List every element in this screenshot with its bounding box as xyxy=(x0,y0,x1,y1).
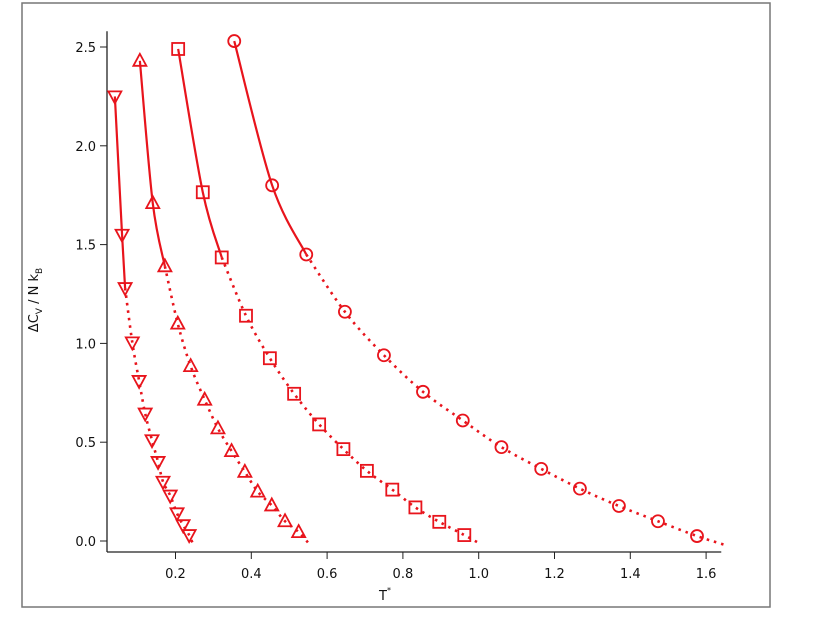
marker-triangle-up xyxy=(249,482,266,498)
marker-triangle-up xyxy=(236,462,253,478)
marker-square xyxy=(432,514,447,529)
marker-triangle-down xyxy=(124,336,141,352)
marker-circle xyxy=(227,34,242,48)
marker-square xyxy=(262,351,277,366)
x-tick-label: 1.6 xyxy=(696,567,717,582)
marker-circle xyxy=(534,461,549,476)
marker-triangle-up xyxy=(209,419,226,435)
y-tick-label: 2.0 xyxy=(75,140,96,155)
series-line-dotted xyxy=(163,266,312,546)
marker-triangle-up xyxy=(290,523,307,539)
x-tick-label: 0.6 xyxy=(317,567,338,582)
y-tick-label: 0.0 xyxy=(75,535,96,550)
marker-triangle-down xyxy=(106,90,123,106)
x-tick-label: 1.0 xyxy=(468,567,489,582)
marker-triangle-up xyxy=(169,314,186,330)
x-tick-label: 0.8 xyxy=(393,567,414,582)
marker-square xyxy=(457,528,472,542)
marker-circle xyxy=(377,348,391,363)
marker-triangle-up xyxy=(223,442,240,457)
series-group xyxy=(106,34,726,547)
series-line-solid xyxy=(138,60,166,267)
marker-circle xyxy=(416,384,430,399)
marker-triangle-down xyxy=(169,507,186,523)
marker-triangle-up xyxy=(131,51,148,67)
series-line-dotted xyxy=(305,253,726,547)
x-tick-label: 0.2 xyxy=(165,567,186,582)
marker-triangle-down xyxy=(181,529,198,544)
x-tick-label: 0.4 xyxy=(241,567,262,582)
axes: 0.2 0.4 0.6 0.8 1.0 1.2 1.4 1.6 0.0 0.5 1.0 1.5 2.0 2… xyxy=(75,31,722,582)
marker-circle xyxy=(338,304,352,319)
y-tick-label: 2.5 xyxy=(75,41,96,56)
marker-circle xyxy=(265,178,280,193)
marker-square xyxy=(214,250,229,265)
marker-circle xyxy=(651,514,665,529)
marker-triangle-up xyxy=(277,512,294,528)
marker-circle xyxy=(690,529,704,543)
x-tick-label: 1.4 xyxy=(620,567,641,582)
marker-triangle-down xyxy=(114,228,131,244)
marker-square xyxy=(385,482,400,497)
series-line-solid xyxy=(113,96,127,289)
marker-triangle-down xyxy=(154,475,172,491)
y-axis-label: ΔCV / N kB xyxy=(27,268,45,332)
marker-square xyxy=(287,386,302,401)
marker-triangle-up xyxy=(182,357,199,373)
series-line-solid xyxy=(177,48,223,258)
marker-triangle-down xyxy=(143,434,161,450)
marker-triangle-down xyxy=(175,519,192,535)
marker-square xyxy=(312,417,327,432)
y-tick-label: 0.5 xyxy=(75,436,96,451)
x-tick-label: 1.2 xyxy=(544,567,565,582)
marker-circle xyxy=(572,481,587,496)
y-tick-label: 1.0 xyxy=(75,337,96,352)
x-axis-label: T* xyxy=(378,586,391,604)
marker-triangle-down xyxy=(162,489,179,505)
marker-triangle-down xyxy=(117,282,134,297)
marker-square xyxy=(336,442,351,457)
marker-circle xyxy=(299,247,314,262)
marker-square xyxy=(239,308,253,323)
marker-triangle-up xyxy=(144,194,161,210)
marker-circle xyxy=(612,499,626,513)
series-line-dotted xyxy=(220,256,480,545)
marker-square xyxy=(408,500,423,515)
marker-triangle-down xyxy=(137,407,154,423)
y-tick-label: 1.5 xyxy=(75,239,96,254)
marker-square xyxy=(359,463,374,478)
marker-circle xyxy=(455,413,470,428)
marker-square xyxy=(171,42,186,56)
marker-square xyxy=(195,185,210,200)
figure-frame xyxy=(21,2,771,608)
marker-triangle-up xyxy=(156,257,173,273)
marker-triangle-up xyxy=(263,496,280,512)
marker-triangle-down xyxy=(131,375,148,390)
series-line-dotted xyxy=(123,287,194,544)
marker-triangle-up xyxy=(196,390,213,406)
marker-circle xyxy=(494,440,509,455)
marker-triangle-down xyxy=(150,456,167,471)
series-line-solid xyxy=(233,40,308,255)
